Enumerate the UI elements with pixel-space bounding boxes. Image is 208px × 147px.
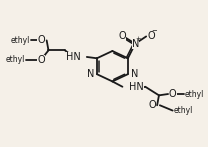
Text: O: O <box>119 31 126 41</box>
Text: O: O <box>37 55 45 65</box>
Text: ethyl: ethyl <box>173 106 193 115</box>
Text: N: N <box>131 39 139 49</box>
Text: +: + <box>136 36 141 42</box>
Text: −: − <box>152 29 157 34</box>
Text: ethyl: ethyl <box>11 36 30 45</box>
Text: ethyl: ethyl <box>5 55 25 64</box>
Text: HN: HN <box>129 82 144 92</box>
Text: O: O <box>147 31 155 41</box>
Text: N: N <box>131 69 138 79</box>
Text: O: O <box>37 35 45 45</box>
Text: O: O <box>149 100 156 110</box>
Text: ethyl: ethyl <box>184 90 204 98</box>
Text: O: O <box>169 89 177 99</box>
Text: HN: HN <box>66 52 80 62</box>
Text: N: N <box>87 69 94 79</box>
